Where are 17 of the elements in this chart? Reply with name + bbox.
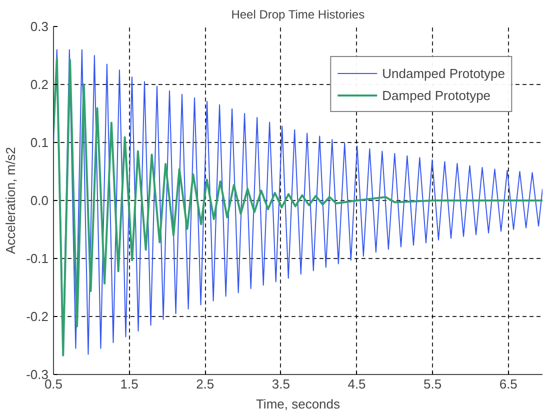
y-tick-label: -0.2 [26,309,49,324]
legend-label: Undamped Prototype [382,66,505,80]
x-tick-label: 5.5 [424,376,442,392]
y-tick-label: 0.3 [30,19,49,34]
x-axis-title: Time, seconds [256,396,341,412]
x-tick-label: 4.5 [348,376,366,392]
y-tick-label: 0.1 [30,135,49,150]
y-tick-label: 0.2 [30,77,49,92]
legend-label: Damped Prototype [382,88,491,102]
x-tick-label: 1.5 [120,376,138,392]
chart-title: Heel Drop Time Histories [231,8,365,22]
x-tick-label: 6.5 [499,376,518,392]
y-tick-label: 0.0 [30,193,49,208]
y-axis-title: Acceleration, m/s2 [3,147,18,254]
x-tick-label: 2.5 [196,376,214,392]
x-tick-label: 3.5 [272,376,290,392]
y-tick-label: -0.1 [26,251,49,266]
